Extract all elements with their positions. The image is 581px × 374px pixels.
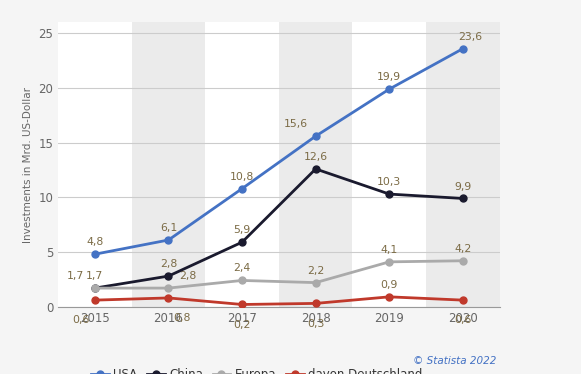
Text: 4,2: 4,2	[454, 244, 472, 254]
Text: 2,2: 2,2	[307, 266, 324, 276]
Text: 10,8: 10,8	[230, 172, 254, 182]
Bar	[58, 22, 132, 307]
Text: 0,8: 0,8	[174, 313, 191, 323]
Text: 23,6: 23,6	[458, 32, 482, 42]
Text: 15,6: 15,6	[284, 119, 309, 129]
Text: 4,8: 4,8	[86, 237, 103, 247]
Text: 0,6: 0,6	[454, 315, 472, 325]
Bar	[426, 22, 500, 307]
Text: 1,7: 1,7	[86, 271, 103, 281]
Y-axis label: Investments in Mrd. US-Dollar: Investments in Mrd. US-Dollar	[23, 86, 33, 243]
Text: 0,6: 0,6	[72, 315, 89, 325]
Text: 0,3: 0,3	[307, 319, 324, 329]
Text: 1,7: 1,7	[67, 271, 84, 281]
Text: 0,2: 0,2	[234, 320, 251, 330]
Bar	[205, 22, 279, 307]
Text: 4,1: 4,1	[381, 245, 398, 255]
Text: 19,9: 19,9	[377, 72, 401, 82]
Text: 5,9: 5,9	[234, 225, 251, 235]
Text: © Statista 2022: © Statista 2022	[413, 356, 497, 366]
Bar	[132, 22, 205, 307]
Text: 9,9: 9,9	[454, 181, 472, 191]
Bar	[353, 22, 426, 307]
Text: 2,4: 2,4	[234, 264, 251, 273]
Text: 12,6: 12,6	[304, 152, 328, 162]
Text: 6,1: 6,1	[160, 223, 177, 233]
Text: 2,8: 2,8	[160, 259, 177, 269]
Legend: USA, China, Europa, davon Deutschland: USA, China, Europa, davon Deutschland	[86, 364, 428, 374]
Text: 2,8: 2,8	[180, 271, 196, 281]
Text: 0,9: 0,9	[381, 280, 398, 290]
Text: 10,3: 10,3	[377, 177, 401, 187]
Bar	[279, 22, 353, 307]
